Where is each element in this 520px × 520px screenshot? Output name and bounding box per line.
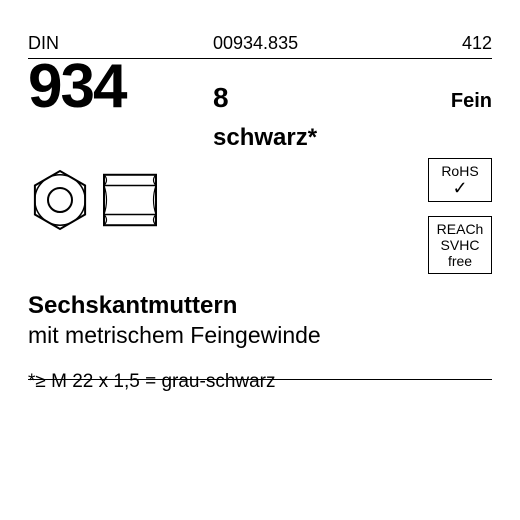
reach-l1: REACh: [435, 221, 485, 237]
reach-l3: free: [435, 253, 485, 269]
din-number: 934: [28, 56, 213, 118]
rohs-check-icon: ✓: [435, 179, 485, 197]
thread-type: Fein: [451, 90, 492, 113]
reach-l2: SVHC: [435, 237, 485, 253]
product-title: Sechskantmuttern: [28, 292, 492, 320]
finish-label: schwarz*: [213, 124, 492, 152]
rohs-label: RoHS: [435, 163, 485, 179]
strength-class: 8: [213, 82, 451, 114]
header-row: DIN 00934.835 412: [28, 34, 492, 54]
header-din: DIN: [28, 34, 213, 54]
header-code: 00934.835: [213, 34, 432, 54]
rohs-badge: RoHS ✓: [428, 158, 492, 202]
reach-badge: REACh SVHC free: [428, 216, 492, 274]
header-num: 412: [432, 34, 492, 54]
hex-nut-icon: [28, 168, 98, 232]
product-subtitle: mit metrischem Feingewinde: [28, 322, 492, 349]
footnote: *≥ M 22 x 1,5 = grau-schwarz: [28, 371, 492, 393]
